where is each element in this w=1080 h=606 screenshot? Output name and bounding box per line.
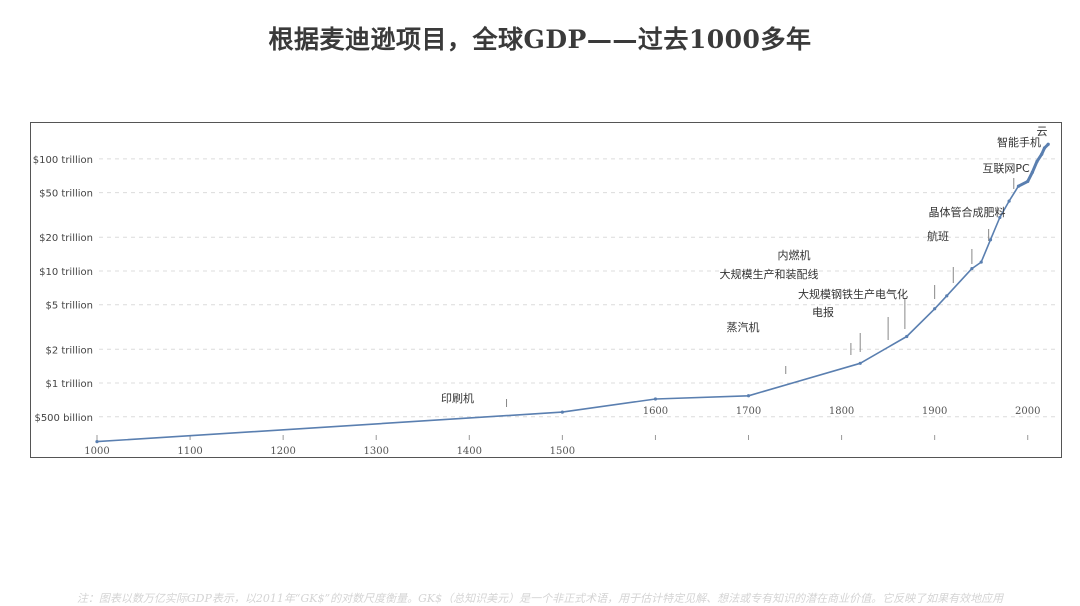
data-point <box>945 294 949 298</box>
x-tick-label: 1600 <box>643 406 668 417</box>
chart-frame: $500 billion $1 trillion $2 trillion $5 tri… <box>30 122 1062 458</box>
page-title: 根据麦迪逊项目，全球GDP——过去1000多年 <box>268 25 812 54</box>
annotation-label: 蒸汽机 <box>727 320 760 334</box>
annotation-label: 内燃机 <box>778 248 811 262</box>
footnote: 注：图表以数万亿实际GDP表示，以2011年“GK$”的对数尺度衡量。GK$（总… <box>76 592 1004 605</box>
x-tick-label: 1300 <box>363 446 388 457</box>
x-tick-label: 2000 <box>1015 406 1040 417</box>
y-tick-label: $50 trillion <box>39 189 93 200</box>
annotation-label: 航班 <box>927 229 949 243</box>
data-point <box>905 334 909 339</box>
y-tick-label: $10 trillion <box>39 267 93 278</box>
x-tick-label: 1200 <box>270 446 295 457</box>
y-tick-label: $500 billion <box>34 413 93 424</box>
y-tick-label: $20 trillion <box>39 233 93 244</box>
data-point <box>858 361 862 365</box>
data-point <box>988 238 993 242</box>
annotation-label: 电报 <box>812 305 834 319</box>
data-point <box>933 307 937 311</box>
annotation-label: 大规模生产和装配线 <box>720 267 819 281</box>
annotation-label: 印刷机 <box>441 391 474 405</box>
x-tick-label: 1500 <box>550 446 575 457</box>
y-tick-label: $2 trillion <box>45 345 93 356</box>
data-point <box>560 410 564 414</box>
data-point <box>95 440 99 444</box>
data-point <box>746 394 751 398</box>
gdp-series-line-recent <box>1017 143 1050 188</box>
data-point <box>998 215 1002 220</box>
y-tick-label: $100 trillion <box>33 155 93 166</box>
x-tick-label: 1000 <box>84 446 109 457</box>
x-tick-label: 1100 <box>177 446 202 457</box>
annotation-label: 大规模钢铁生产电气化 <box>798 287 908 301</box>
data-point <box>653 397 658 401</box>
x-tick-label: 1900 <box>922 406 947 417</box>
y-tick-label: $5 trillion <box>45 301 93 312</box>
annotation-label: 云 <box>1037 125 1048 138</box>
data-point <box>970 266 974 271</box>
data-point <box>1007 199 1011 203</box>
x-tick-label: 1800 <box>829 406 854 417</box>
data-point <box>979 260 983 264</box>
annotation-label: 智能手机 <box>997 135 1041 149</box>
annotation-label: 互联网PC <box>982 162 1030 175</box>
x-tick-label: 1400 <box>457 446 482 457</box>
gdp-line-chart: $500 billion $1 trillion $2 trillion $5 tri… <box>33 125 1055 457</box>
y-tick-label: $1 trillion <box>45 379 93 390</box>
x-tick-label: 1700 <box>736 406 761 417</box>
annotation-label: 晶体管合成肥料 <box>929 205 1006 219</box>
